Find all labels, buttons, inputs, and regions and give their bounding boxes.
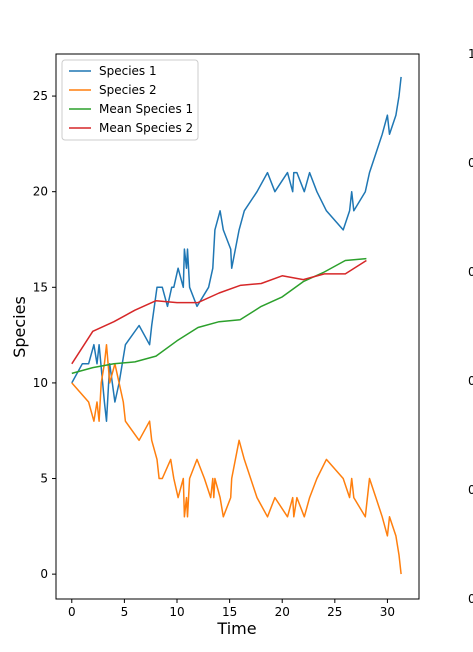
series-layer [71,76,402,575]
right-panel-tick-label: 0 [468,156,473,170]
y-tick-label: 20 [33,185,48,199]
legend-label: Species 2 [99,83,157,97]
y-tick-label: 15 [33,280,48,294]
y-tick-label: 5 [40,472,48,486]
series-line-mean-species-2 [71,259,367,365]
legend: Species 1 Species 2 Mean Species 1 Mean Spe… [61,59,199,141]
x-tick-label: 10 [169,605,184,619]
plot-frame [55,53,420,600]
series-line-species-2 [71,343,402,575]
right-panel-tick-label: 0 [468,483,473,497]
series-line-species-1 [71,76,402,422]
right-panel-axis: 1 0 0 0 0 0 [468,47,473,606]
right-panel-tick-label: 0 [468,374,473,388]
x-axis-label: Time [216,619,256,638]
legend-box [61,59,199,141]
y-tick-label: 0 [40,567,48,581]
x-tick-label: 15 [222,605,237,619]
y-tick-label: 10 [33,376,48,390]
y-tick-label: 25 [33,89,48,103]
plot-area [55,53,420,600]
legend-label: Mean Species 1 [99,102,193,116]
y-axis: 0 5 10 15 20 25 [33,89,56,581]
x-tick-label: 25 [327,605,342,619]
x-tick-label: 20 [275,605,290,619]
right-panel-tick-label: 0 [468,592,473,606]
x-tick-label: 5 [121,605,129,619]
legend-label: Species 1 [99,64,157,78]
y-axis-label: Species [10,296,29,358]
x-tick-label: 0 [68,605,76,619]
x-axis: 0 5 10 15 20 25 30 [68,599,395,619]
right-panel-tick-label: 1 [468,47,473,61]
legend-label: Mean Species 2 [99,121,193,135]
right-panel-tick-label: 0 [468,265,473,279]
x-tick-label: 30 [380,605,395,619]
